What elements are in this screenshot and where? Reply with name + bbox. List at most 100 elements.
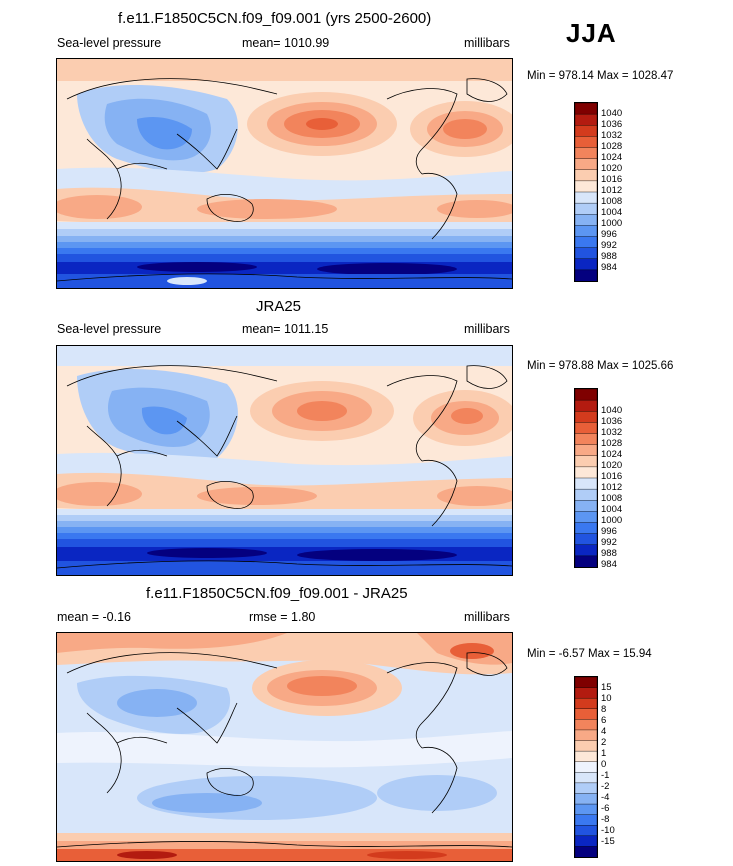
panel3-colorbar-tick: 4 [601,726,607,737]
panel3-colorbar-swatches [574,676,598,858]
panel1-colorbar-tick: 1004 [601,207,623,218]
colorbar-swatch [574,544,598,557]
panel2-colorbar-tick: 996 [601,526,617,537]
colorbar-swatch [574,444,598,457]
panel2-colorbar-tick: 1040 [601,405,623,416]
colorbar-swatch [574,180,598,193]
colorbar-swatch [574,793,598,805]
panel1-colorbar-tick: 992 [601,240,617,251]
panel2-units-label: millibars [464,322,510,336]
colorbar-swatch [574,500,598,513]
colorbar-swatch [574,814,598,826]
panel3-colorbar-tick: 6 [601,715,607,726]
panel2-minmax: Min = 978.88 Max = 1025.66 [527,360,674,372]
panel1-colorbar-tick: 1020 [601,163,623,174]
panel1-colorbar-tick: 1028 [601,141,623,152]
colorbar-swatch [574,102,598,115]
colorbar-swatch [574,846,598,858]
panel1-colorbar-tick: 984 [601,262,617,273]
panel2-contour-map [56,345,513,576]
colorbar-swatch [574,113,598,126]
colorbar-swatch [574,782,598,795]
panel2-title: JRA25 [256,298,302,315]
panel2-colorbar-tick: 988 [601,548,617,559]
panel3-map-graphic [57,633,512,861]
panel1-map-graphic [57,59,512,288]
panel3-colorbar-tick: 1 [601,748,607,759]
colorbar-swatch [574,433,598,446]
colorbar-swatch [574,236,598,249]
panel3-colorbar-tick: 0 [601,759,607,770]
panel2-colorbar-tick: 1008 [601,493,623,504]
colorbar-swatch [574,533,598,546]
panel1-contour-map [56,58,513,289]
colorbar-swatch [574,388,598,401]
colorbar-swatch [574,125,598,138]
panel2-mean-label: mean= 1011.15 [242,322,329,336]
panel3-colorbar-tick: -15 [601,836,615,847]
panel3-colorbar: 15 10 8 6 4 2 1 0 -1 -2 -4 -6 -8 -10 -15 [574,676,634,860]
panel3-contour-map [56,632,513,862]
panel3-colorbar-tick: -1 [601,770,610,781]
colorbar-swatch [574,729,598,742]
panel3-title: f.e11.F1850C5CN.f09_f09.001 - JRA25 [146,585,408,602]
colorbar-swatch [574,835,598,848]
colorbar-swatch [574,740,598,752]
panel3-colorbar-tick: -8 [601,814,610,825]
colorbar-swatch [574,399,598,412]
panel1-colorbar-tick: 1040 [601,108,623,119]
panel1-colorbar-tick: 996 [601,229,617,240]
panel3-colorbar-tick: -4 [601,792,610,803]
panel2-colorbar-tick: 1004 [601,504,623,515]
panel2-colorbar-tick: 1036 [601,416,623,427]
colorbar-swatch [574,411,598,424]
colorbar-swatch [574,825,598,837]
panel2-colorbar-tick: 1032 [601,427,623,438]
panel1-colorbar-tick: 1016 [601,174,623,185]
panel2-colorbar-tick: 1020 [601,460,623,471]
colorbar-swatch [574,136,598,149]
colorbar-swatch [574,158,598,171]
colorbar-swatch [574,488,598,501]
colorbar-swatch [574,169,598,182]
panel2-colorbar-tick: 984 [601,559,617,570]
panel3-colorbar-tick: 2 [601,737,607,748]
colorbar-swatch [574,687,598,699]
panel2-colorbar-tick: 1024 [601,449,623,460]
panel1-colorbar-tick: 1012 [601,185,623,196]
colorbar-swatch [574,761,598,773]
panel3-mean-label: mean = -0.16 [57,610,132,624]
panel1-colorbar-tick: 1036 [601,119,623,130]
panel1-variable-label: Sea-level pressure [57,36,162,50]
panel2-colorbar-tick: 992 [601,537,617,548]
panel2-colorbar-tick: 1016 [601,471,623,482]
colorbar-swatch [574,455,598,468]
colorbar-swatch [574,697,598,710]
colorbar-swatch [574,147,598,160]
colorbar-swatch [574,511,598,524]
colorbar-swatch [574,803,598,816]
colorbar-swatch [574,191,598,204]
panel2-colorbar-tick: 1012 [601,482,623,493]
panel1-colorbar-tick: 1032 [601,130,623,141]
colorbar-swatch [574,202,598,215]
colorbar-swatch [574,247,598,260]
colorbar-swatch [574,214,598,227]
panel1-colorbar-swatches [574,102,598,282]
colorbar-swatch [574,719,598,731]
panel1-colorbar-tick: 988 [601,251,617,262]
panel3-colorbar-tick: -6 [601,803,610,814]
panel3-minmax: Min = -6.57 Max = 15.94 [527,648,652,660]
colorbar-swatch [574,422,598,435]
panel3-colorbar-tick: 10 [601,693,612,704]
season-label: JJA [566,18,617,48]
colorbar-swatch [574,477,598,490]
panel1-colorbar-tick: 1008 [601,196,623,207]
colorbar-swatch [574,750,598,763]
panel3-colorbar-tick: 15 [601,682,612,693]
colorbar-swatch [574,708,598,721]
colorbar-swatch [574,676,598,689]
panel2-colorbar-tick: 1028 [601,438,623,449]
panel3-units-label: millibars [464,610,510,624]
panel1-colorbar: 1040 1036 1032 1028 1024 1020 1016 1012 … [574,102,634,282]
